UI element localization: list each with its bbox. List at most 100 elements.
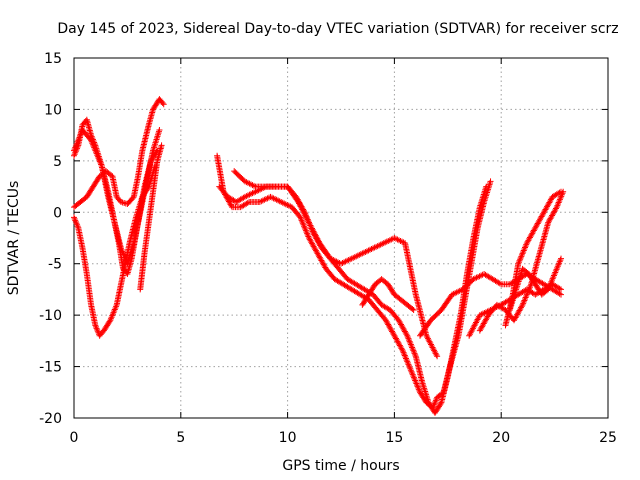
- data-point: [412, 351, 419, 358]
- data-point: [72, 149, 79, 156]
- data-point: [404, 359, 411, 366]
- data-point: [522, 294, 529, 301]
- data-point: [404, 358, 411, 365]
- data-point: [302, 227, 309, 234]
- data-point: [94, 326, 101, 333]
- x-axis-title: GPS time / hours: [282, 458, 399, 474]
- data-point: [412, 379, 419, 385]
- data-point: [409, 344, 416, 351]
- data-point: [413, 381, 420, 388]
- data-point: [413, 380, 420, 387]
- data-point: [71, 214, 77, 221]
- data-point: [516, 257, 523, 264]
- data-point: [525, 287, 532, 294]
- data-point: [74, 223, 81, 230]
- data-point: [437, 400, 444, 407]
- x-tick-label: 25: [599, 430, 617, 446]
- data-point: [410, 373, 417, 380]
- data-point: [432, 398, 439, 405]
- data-point: [304, 232, 311, 239]
- data-point: [72, 148, 79, 155]
- data-point: [527, 282, 534, 289]
- x-tick-label: 15: [385, 430, 403, 446]
- data-point: [518, 251, 525, 258]
- data-point: [558, 291, 565, 298]
- x-tick-label: 0: [70, 430, 79, 446]
- data-point: [526, 284, 533, 291]
- data-point: [92, 323, 99, 330]
- y-tick-label: 5: [53, 154, 62, 170]
- data-point: [415, 384, 422, 391]
- data-point: [526, 285, 533, 292]
- data-point: [410, 374, 417, 381]
- data-point: [411, 376, 418, 383]
- data-point: [520, 298, 527, 305]
- data-point: [556, 290, 563, 297]
- data-point: [415, 386, 422, 393]
- data-point: [515, 260, 522, 267]
- data-point: [556, 189, 563, 196]
- data-point: [400, 349, 407, 356]
- data-point: [106, 318, 113, 325]
- series-arc-13: [506, 255, 565, 313]
- data-point: [402, 354, 409, 361]
- data-point: [399, 348, 406, 355]
- data-point: [409, 305, 416, 312]
- data-point: [74, 145, 81, 152]
- plot-frame: [73, 57, 609, 419]
- data-point: [160, 101, 167, 108]
- data-point: [552, 205, 559, 212]
- data-point: [298, 215, 305, 222]
- data-point: [525, 288, 532, 295]
- data-point: [411, 350, 418, 357]
- data-point: [408, 368, 415, 375]
- data-point: [520, 300, 527, 307]
- series-arc-1: [71, 96, 167, 211]
- data-point: [301, 224, 308, 231]
- data-point: [524, 290, 531, 297]
- data-point: [431, 400, 438, 407]
- data-point: [523, 291, 530, 298]
- data-point: [556, 285, 563, 292]
- data-point: [521, 246, 528, 253]
- data-point: [522, 244, 529, 251]
- data-point: [519, 250, 526, 257]
- data-point: [404, 334, 411, 341]
- data-point: [523, 293, 530, 300]
- data-point: [404, 332, 411, 339]
- data-point: [91, 139, 98, 146]
- data-point: [402, 355, 409, 362]
- data-point: [301, 223, 308, 230]
- x-tick-label: 5: [176, 430, 185, 446]
- data-point: [156, 127, 163, 133]
- data-point: [433, 351, 440, 358]
- data-point: [244, 199, 251, 206]
- data-point: [407, 367, 414, 374]
- series-arc-5: [137, 142, 165, 293]
- data-point: [408, 343, 415, 349]
- x-tick-label: 20: [492, 430, 510, 446]
- data-point: [517, 256, 524, 263]
- data-point: [406, 364, 413, 371]
- data-point: [89, 136, 96, 143]
- data-point: [518, 303, 525, 310]
- data-point: [158, 142, 165, 149]
- y-tick-label: 0: [53, 205, 62, 221]
- chart-title: Day 145 of 2023, Sidereal Day-to-day VTE…: [57, 21, 618, 37]
- data-point: [520, 247, 527, 254]
- data-point: [558, 188, 565, 195]
- data-point: [410, 307, 417, 313]
- data-point: [73, 146, 80, 153]
- series-arc-8: [231, 168, 441, 360]
- data-point: [401, 351, 408, 358]
- data-point: [89, 135, 96, 142]
- data-point: [401, 352, 408, 359]
- series-arc-4: [71, 116, 163, 267]
- data-point: [72, 217, 79, 224]
- data-point: [517, 254, 524, 261]
- data-point: [558, 255, 565, 262]
- y-axis-title: SDTVAR / TECUs: [6, 181, 22, 296]
- y-tick-label: 10: [44, 102, 62, 118]
- y-tick-label: -10: [39, 308, 62, 324]
